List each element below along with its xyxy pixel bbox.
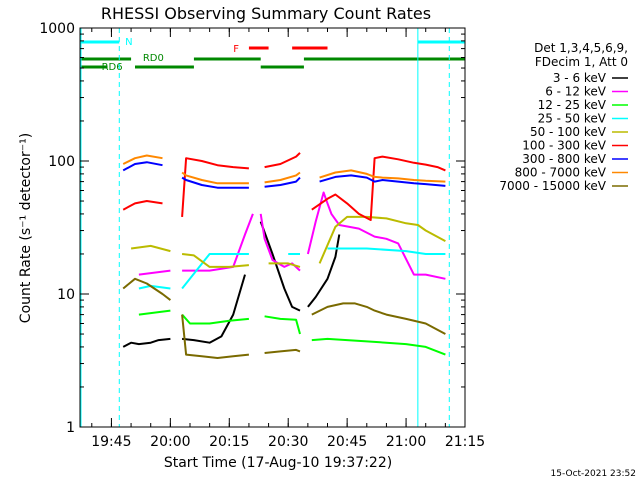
series-line [181, 176, 249, 189]
series-line [306, 191, 446, 280]
x-tick-label: 20:00 [150, 434, 190, 450]
y-tick-label: 1000 [39, 21, 75, 37]
series-lines [122, 152, 446, 359]
y-axis-label: Count Rate (s⁻¹ detector⁻¹) [18, 133, 34, 323]
legend-label: 50 - 100 keV [530, 125, 607, 139]
series-line [130, 244, 171, 253]
series-line [264, 348, 301, 354]
y-tick-label: 1 [66, 420, 75, 436]
y-tick-label: 10 [57, 287, 75, 303]
x-tick-label: 20:45 [327, 434, 367, 450]
series-line [122, 154, 163, 165]
series-line [181, 171, 249, 185]
series-line [319, 169, 446, 183]
legend-label: 7000 - 15000 keV [499, 179, 606, 193]
series-line [327, 247, 446, 255]
series-line [181, 253, 249, 268]
series-line [122, 277, 172, 301]
series-line [311, 155, 446, 221]
x-tick-label: 20:30 [268, 434, 308, 450]
series-line [307, 234, 341, 308]
series-line [319, 174, 446, 187]
legend-label: 300 - 800 keV [522, 152, 606, 166]
series-line [181, 314, 250, 359]
series-line [181, 157, 249, 217]
series-line [264, 315, 301, 335]
flare-flag-label: F [233, 44, 239, 55]
x-axis: 19:45 20:00 20:15 20:30 20:45 21:00 21:15 [91, 28, 485, 450]
x-axis-label: Start Time (17-Aug-10 19:37:22) [164, 455, 392, 471]
series-line [138, 269, 171, 276]
chart-title: RHESSI Observing Summary Count Rates [101, 4, 431, 23]
series-line [311, 302, 446, 335]
series-line [138, 309, 171, 316]
series-line [181, 274, 246, 344]
legend-label: 3 - 6 keV [553, 71, 607, 85]
series-line [259, 221, 301, 312]
y-tick-label: 100 [48, 154, 75, 170]
series-line [311, 337, 446, 356]
legend-label: 25 - 50 keV [538, 112, 607, 126]
series-line [122, 200, 163, 211]
vertical-markers [80, 28, 450, 427]
series-line [259, 213, 301, 272]
rd6-flag-label: RD6 [102, 62, 123, 73]
series-line [268, 262, 301, 268]
series-line [264, 176, 301, 188]
x-tick-label: 19:45 [91, 434, 131, 450]
legend-header-line-2: FDecim 1, Att 0 [535, 55, 628, 69]
night-flag-label: N [125, 37, 132, 48]
series-line [264, 152, 301, 169]
legend-header-line-1: Det 1,3,4,5,6,9, [534, 41, 628, 55]
series-line [122, 161, 163, 172]
series-line [122, 337, 171, 348]
series-line [182, 213, 254, 272]
legend-label: 6 - 12 keV [545, 85, 607, 99]
series-line [318, 215, 446, 264]
x-tick-label: 21:15 [445, 434, 485, 450]
rd0-flag-label: RD0 [143, 53, 164, 64]
series-line [181, 253, 249, 290]
legend-label: 12 - 25 keV [538, 98, 607, 112]
series-line [181, 313, 249, 325]
footer-timestamp: 15-Oct-2021 23:52 [551, 469, 636, 479]
flag-bars: N RD0 RD6 F [80, 37, 465, 73]
legend-label: 800 - 7000 keV [515, 166, 607, 180]
x-tick-label: 21:00 [386, 434, 426, 450]
series-line [264, 171, 301, 184]
y-axis: 1 10 100 1000 [39, 21, 465, 436]
x-tick-label: 20:15 [209, 434, 249, 450]
plot-area [79, 27, 466, 428]
legend-label: 100 - 300 keV [522, 139, 606, 153]
